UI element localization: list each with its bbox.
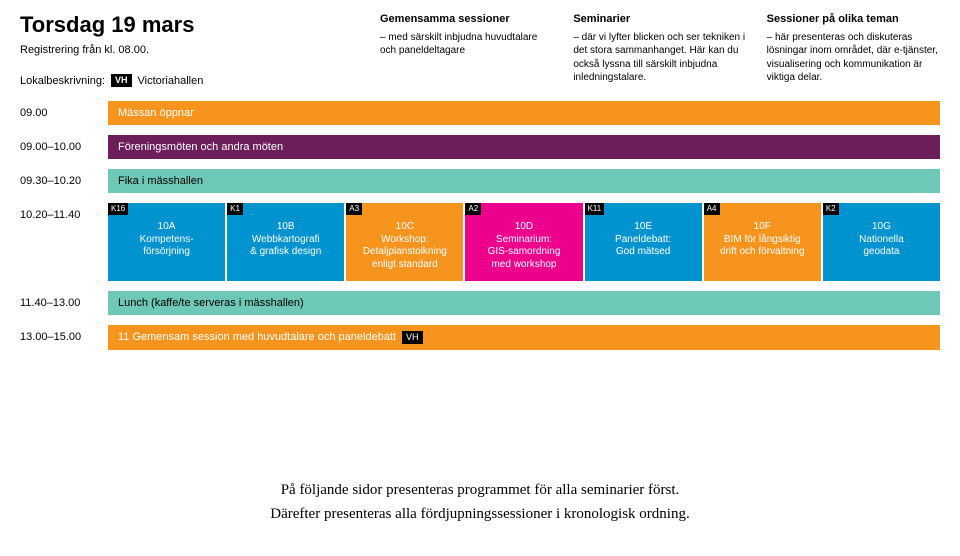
legend-text: – där vi lyfter blicken och ser tekniken…: [573, 31, 746, 85]
session-line: Kompetens-: [114, 234, 219, 247]
schedule-row: 13.00–15.00 11 Gemensam session med huvud…: [20, 325, 940, 350]
session-line: God mätsed: [591, 246, 696, 259]
registration-text: Registrering från kl. 08.00.: [20, 44, 380, 56]
session-line: Seminarium:: [471, 234, 576, 247]
header-left: Torsdag 19 mars Registrering från kl. 08…: [20, 12, 380, 87]
session-line: drift och förvaltning: [710, 246, 815, 259]
location-row: Lokalbeskrivning: VH Victoriahallen: [20, 74, 380, 87]
session-tag: K2: [823, 203, 839, 215]
session-box: A4 10FBIM för långsiktigdrift och förvalt…: [704, 203, 821, 281]
schedule: 09.00 Mässan öppnar 09.00–10.00 Föreningsmö…: [0, 95, 960, 350]
bar-label: Föreningsmöten och andra möten: [118, 141, 283, 153]
session-line: 10C: [352, 221, 457, 234]
legend-text: – med särskilt inbjudna huvudtalare och …: [380, 31, 553, 58]
schedule-row: 10.20–11.40K1610AKompetens-försörjningK1…: [20, 203, 940, 281]
session-box: K11 10EPaneldebatt:God mätsed: [585, 203, 702, 281]
time-label: 09.00: [20, 101, 108, 125]
session-line: Detaljplanstolkning: [352, 246, 457, 259]
footer-line-2: Därefter presenteras alla fördjupningsse…: [0, 502, 960, 526]
session-tag: A3: [346, 203, 362, 215]
legend-col-3: Sessioner på olika teman – här presenter…: [767, 12, 940, 87]
location-badge: VH: [111, 74, 132, 87]
footer-line-1: På följande sidor presenteras programmet…: [0, 478, 960, 502]
bar-badge: VH: [402, 331, 423, 344]
session-tag: K1: [227, 203, 243, 215]
session-box: K16 10AKompetens-försörjning: [108, 203, 225, 281]
legend-col-2: Seminarier – där vi lyfter blicken och s…: [573, 12, 746, 87]
session-line: 10A: [114, 221, 219, 234]
time-label: 13.00–15.00: [20, 325, 108, 350]
session-line: Paneldebatt:: [591, 234, 696, 247]
session-line: enligt standard: [352, 259, 457, 272]
schedule-row: 09.00–10.00 Föreningsmöten och andra möte…: [20, 135, 940, 159]
legend-title: Seminarier: [573, 12, 746, 27]
header: Torsdag 19 mars Registrering från kl. 08…: [0, 0, 960, 95]
session-line: försörjning: [114, 246, 219, 259]
bar-label: Fika i mässhallen: [118, 175, 203, 187]
session-line: 10F: [710, 221, 815, 234]
session-tag: K16: [108, 203, 128, 215]
bar-label: Lunch (kaffe/te serveras i mässhallen): [118, 297, 304, 309]
bar-label: Mässan öppnar: [118, 107, 194, 119]
header-columns: Gemensamma sessioner – med särskilt inbj…: [380, 12, 940, 87]
schedule-bar: Mässan öppnar: [108, 101, 940, 125]
page-title: Torsdag 19 mars: [20, 12, 380, 38]
time-label: 09.00–10.00: [20, 135, 108, 159]
session-line: geodata: [829, 246, 934, 259]
legend-title: Sessioner på olika teman: [767, 12, 940, 27]
location-name: Victoriahallen: [138, 75, 204, 87]
session-line: 10E: [591, 221, 696, 234]
time-label: 09.30–10.20: [20, 169, 108, 193]
session-group: K16 10AKompetens-försörjning K1 10BWebbkart…: [108, 203, 940, 281]
schedule-bar: Lunch (kaffe/te serveras i mässhallen): [108, 291, 940, 315]
session-line: Nationella: [829, 234, 934, 247]
session-line: 10D: [471, 221, 576, 234]
session-tag: K11: [585, 203, 605, 215]
schedule-row: 09.30–10.20 Fika i mässhallen: [20, 169, 940, 193]
session-line: BIM för långsiktig: [710, 234, 815, 247]
session-box: A2 10DSeminarium:GIS-samordningmed worksh…: [465, 203, 582, 281]
session-line: Workshop:: [352, 234, 457, 247]
session-line: med workshop: [471, 259, 576, 272]
time-label: 11.40–13.00: [20, 291, 108, 315]
session-line: & grafisk design: [233, 246, 338, 259]
session-box: K1 10BWebbkartografi& grafisk design: [227, 203, 344, 281]
session-line: 10G: [829, 221, 934, 234]
schedule-bar: 11 Gemensam session med huvudtalare och …: [108, 325, 940, 350]
footer: På följande sidor presenteras programmet…: [0, 478, 960, 526]
location-label: Lokalbeskrivning:: [20, 75, 105, 87]
schedule-row: 09.00 Mässan öppnar: [20, 101, 940, 125]
schedule-row: 11.40–13.00 Lunch (kaffe/te serveras i mä…: [20, 291, 940, 315]
schedule-bar: Föreningsmöten och andra möten: [108, 135, 940, 159]
schedule-bar: Fika i mässhallen: [108, 169, 940, 193]
session-tag: A4: [704, 203, 720, 215]
session-box: A3 10CWorkshop:Detaljplanstolkningenligt …: [346, 203, 463, 281]
legend-title: Gemensamma sessioner: [380, 12, 553, 27]
session-line: 10B: [233, 221, 338, 234]
bar-label: 11 Gemensam session med huvudtalare och …: [118, 331, 396, 343]
time-label: 10.20–11.40: [20, 203, 108, 281]
session-line: GIS-samordning: [471, 246, 576, 259]
session-box: K2 10GNationellageodata: [823, 203, 940, 281]
session-tag: A2: [465, 203, 481, 215]
legend-text: – här presenteras och diskuteras lösning…: [767, 31, 940, 85]
session-line: Webbkartografi: [233, 234, 338, 247]
legend-col-1: Gemensamma sessioner – med särskilt inbj…: [380, 12, 553, 87]
